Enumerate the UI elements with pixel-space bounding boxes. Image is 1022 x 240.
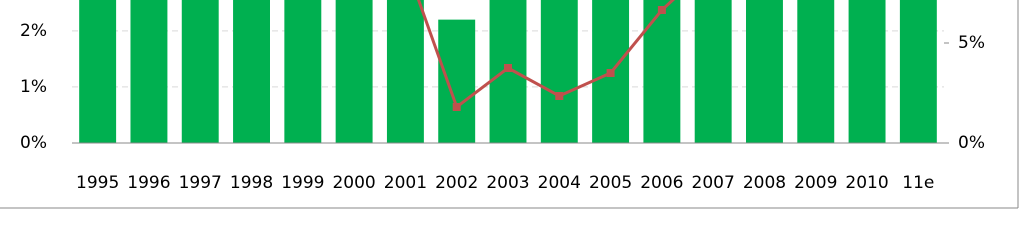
y2-tick-label: 5%: [958, 33, 985, 53]
bar: [335, 0, 373, 143]
x-tick-label: 1996: [127, 173, 170, 193]
y-tick-label: 0%: [20, 133, 47, 153]
x-tick-label: 11e: [902, 173, 934, 193]
bar: [284, 0, 322, 143]
x-tick-label: 2009: [794, 173, 837, 193]
chart: 0% 1% 2% 0% 5% 1995 1996 1997 1998 1999 2000 2001 20…: [0, 0, 1019, 209]
marker: [555, 92, 564, 100]
x-tick-label: 2001: [384, 173, 427, 193]
x-tick-label: 1995: [76, 173, 119, 193]
bar: [540, 0, 578, 143]
x-tick-label: 2010: [845, 173, 888, 193]
x-tick-label: 2008: [743, 173, 786, 193]
x-tick-label: 2006: [640, 173, 683, 193]
marker: [606, 69, 615, 77]
y2-tick-label: 0%: [958, 133, 985, 153]
bar: [233, 0, 270, 143]
x-tick-label: 2005: [589, 173, 632, 193]
marker: [657, 6, 666, 14]
x-tick-label: 2004: [538, 173, 581, 193]
y-tick-label: 1%: [20, 77, 47, 97]
bar: [797, 0, 835, 143]
y-tick-label: 2%: [20, 21, 47, 41]
x-tick-label: 1997: [179, 173, 222, 193]
x-tick-label: 2007: [692, 173, 735, 193]
x-tick-label: 2002: [435, 173, 478, 193]
bar: [79, 0, 117, 143]
marker: [452, 103, 461, 111]
bar: [694, 0, 732, 143]
bar: [848, 0, 886, 143]
bar: [899, 0, 937, 143]
marker: [504, 64, 512, 72]
bar: [181, 0, 219, 143]
x-tick-label: 2003: [486, 173, 529, 193]
bar: [746, 0, 783, 143]
x-tick-label: 1998: [230, 173, 273, 193]
bar: [643, 0, 681, 143]
x-tick-label: 2000: [332, 173, 375, 193]
bar: [386, 0, 424, 143]
bar: [130, 0, 168, 143]
x-tick-label: 1999: [281, 173, 324, 193]
bar: [438, 19, 476, 143]
